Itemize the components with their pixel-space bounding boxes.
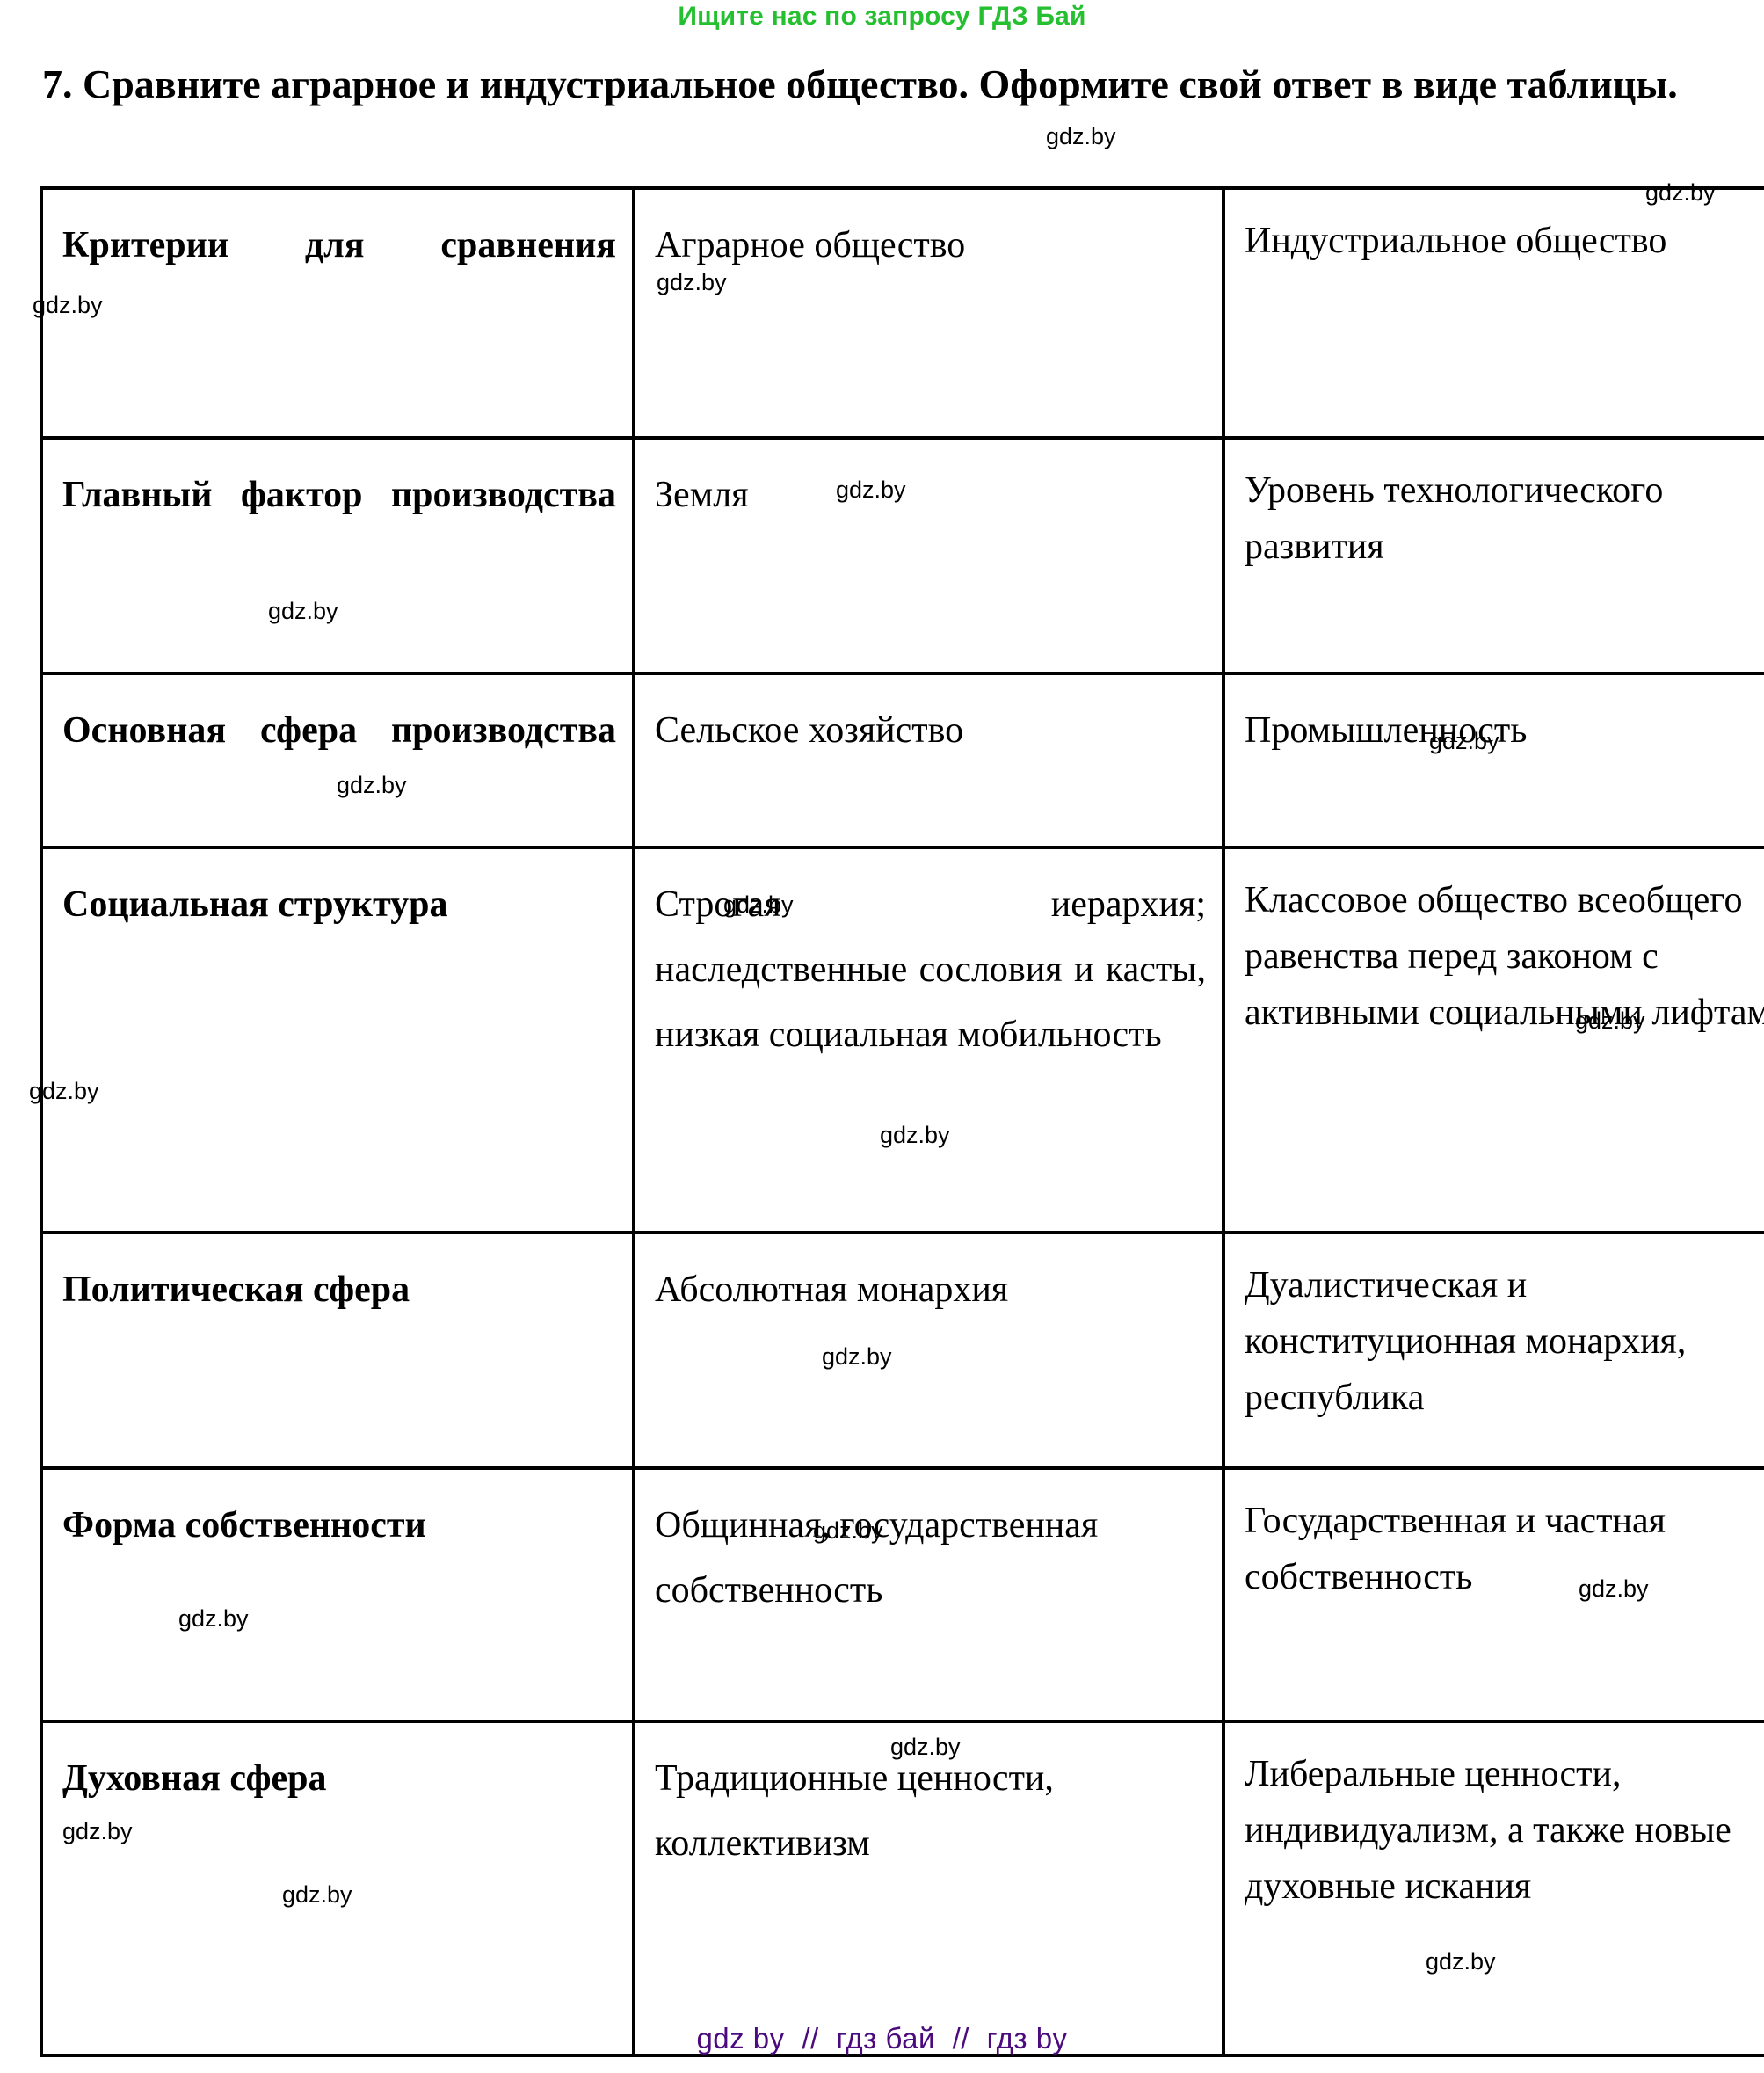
watermark-gdz: gdz.by — [29, 1078, 99, 1104]
table-cell-criteria: Духовная сфера gdz.by gdz.by — [40, 1720, 635, 2057]
industrial-value: Классовое общество всеобщего равенства п… — [1245, 880, 1764, 1033]
table-cell-agrarian: Строгая иерархия; наследственные сослови… — [632, 846, 1225, 1234]
table-header-row: Критерии для сравнения gdz.by Аграрное о… — [33, 181, 1764, 440]
industrial-value: Уровень технологического развития — [1245, 470, 1664, 567]
criteria-label: Главный фактор производства — [62, 475, 616, 515]
table-row: Политическая сфера Абсолютная монархия g… — [40, 1231, 1764, 1470]
footer-part-1: gdz by — [696, 2022, 785, 2055]
question-number: 7. — [42, 62, 73, 106]
criteria-label: Социальная структура — [62, 884, 448, 925]
table-cell-header-agrarian: Аграрное общество gdz.by — [632, 186, 1225, 440]
industrial-value: Дуалистическая и конституционная монархи… — [1245, 1265, 1687, 1418]
watermark-gdz: gdz.by — [282, 1881, 352, 1908]
table-cell-header-criteria: Критерии для сравнения gdz.by — [33, 186, 635, 440]
agrarian-value: Строгая иерархия; наследственные сослови… — [655, 884, 1206, 1055]
header-criteria-label: Критерии для сравнения — [62, 225, 616, 265]
table-cell-industrial: Промышленность gdz.by — [1222, 672, 1764, 849]
agrarian-value: Абсолютная монархия — [655, 1269, 1009, 1310]
criteria-label: Политическая сфера — [62, 1269, 410, 1310]
table-cell-criteria: Политическая сфера — [40, 1231, 635, 1470]
table-cell-header-industrial: Индустриальное общество gdz.by — [1222, 181, 1764, 440]
watermark-gdz: gdz.by — [822, 1343, 892, 1370]
question-text: Сравните аграрное и индустриальное общес… — [83, 62, 1678, 106]
table-row: Основная сфера производства gdz.by Сельс… — [40, 672, 1764, 849]
table-cell-agrarian: Земля gdz.by — [632, 436, 1225, 675]
criteria-label: Духовная сфера — [62, 1758, 327, 1799]
table-cell-agrarian: Общинная, государственная собственность … — [632, 1466, 1225, 1723]
table-cell-criteria: Основная сфера производства gdz.by — [40, 672, 635, 849]
watermark-gdz-question: gdz.by — [1046, 123, 1116, 149]
table-row: Духовная сфера gdz.by gdz.by Традиционны… — [40, 1720, 1764, 2057]
table-cell-industrial: Дуалистическая и конституционная монархи… — [1222, 1231, 1764, 1470]
agrarian-value: Сельское хозяйство — [655, 710, 964, 751]
watermark-gdz: gdz.by — [178, 1605, 249, 1632]
footer-part-3: гдз by — [986, 2022, 1068, 2055]
table-cell-agrarian: Абсолютная монархия gdz.by — [632, 1231, 1225, 1470]
agrarian-value: Традиционные ценности, коллективизм — [655, 1758, 1054, 1864]
table-cell-criteria: Главный фактор производства gdz.by — [40, 436, 635, 675]
table-row: Социальная структура gdz.by Строгая иера… — [29, 846, 1764, 1234]
table-cell-industrial: Государственная и частная собственность … — [1222, 1466, 1764, 1723]
footer: gdz by // гдз бай // гдз by — [0, 2022, 1764, 2055]
agrarian-value: Общинная, государственная собственность — [655, 1505, 1099, 1611]
header-industrial-label: Индустриальное общество — [1245, 221, 1667, 261]
watermark-gdz: gdz.by — [1645, 179, 1716, 206]
table-cell-industrial: Уровень технологического развития — [1222, 436, 1764, 675]
criteria-label: Основная сфера производства — [62, 710, 616, 751]
table-row: Главный фактор производства gdz.by Земля… — [40, 436, 1764, 675]
industrial-value: Промышленность — [1245, 710, 1528, 751]
table-cell-criteria: Социальная структура gdz.by — [29, 846, 635, 1234]
watermark-gdz: gdz.by — [33, 292, 103, 318]
watermark-gdz: gdz.by — [1426, 1948, 1496, 1975]
table-cell-agrarian: Традиционные ценности, коллективизм gdz.… — [632, 1720, 1225, 2057]
comparison-table: Критерии для сравнения gdz.by Аграрное о… — [29, 181, 1764, 2057]
promo-banner: Ищите нас по запросу ГДЗ Бай — [678, 2, 1086, 31]
agrarian-value: Земля — [655, 475, 749, 515]
header-agrarian-label: Аграрное общество — [655, 225, 966, 265]
watermark-gdz: gdz.by — [880, 1122, 950, 1148]
watermark-gdz: gdz.by — [268, 598, 338, 624]
criteria-label: Форма собственности — [62, 1505, 426, 1546]
table-cell-industrial: Классовое общество всеобщего равенства п… — [1222, 846, 1764, 1234]
industrial-value: Государственная и частная собственность — [1245, 1501, 1666, 1597]
industrial-value: Либеральные ценности, индивидуализм, а т… — [1245, 1754, 1731, 1907]
table-cell-agrarian: Сельское хозяйство — [632, 672, 1225, 849]
table-row: Форма собственности gdz.by Общинная, гос… — [40, 1466, 1764, 1723]
footer-separator-2: // — [952, 2022, 969, 2055]
watermark-gdz: gdz.by — [337, 772, 407, 798]
table-cell-criteria: Форма собственности gdz.by — [40, 1466, 635, 1723]
table-cell-industrial: Либеральные ценности, индивидуализм, а т… — [1222, 1720, 1764, 2057]
footer-separator-1: // — [802, 2022, 819, 2055]
question-heading: 7. Сравните аграрное и индустриальное об… — [42, 51, 1712, 118]
footer-part-2: гдз бай — [836, 2022, 935, 2055]
watermark-gdz: gdz.by — [62, 1818, 133, 1844]
